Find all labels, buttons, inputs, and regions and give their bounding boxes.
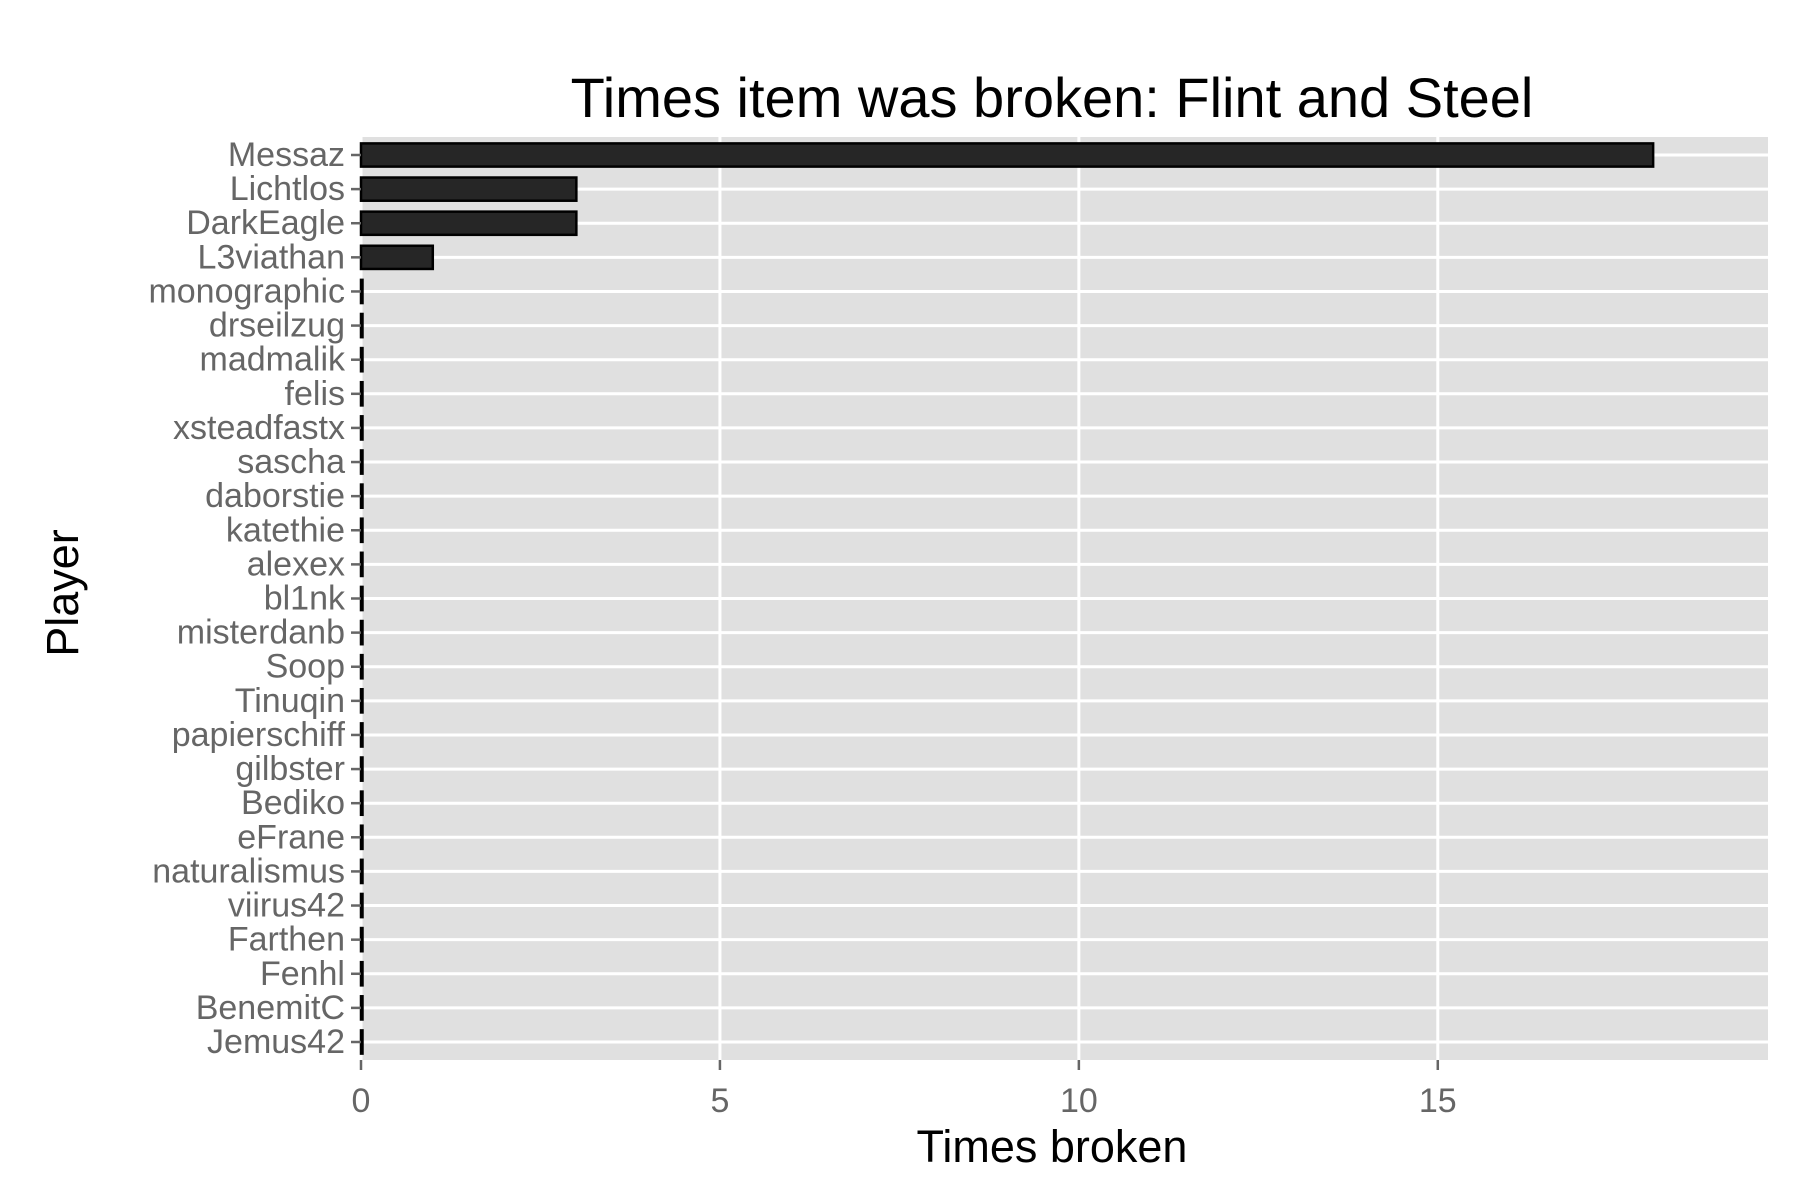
y-tick-label: alexex bbox=[247, 545, 345, 583]
y-tick-label: daborstie bbox=[205, 477, 345, 515]
bar bbox=[359, 380, 364, 407]
y-tick-label: gilbster bbox=[235, 750, 345, 788]
bar bbox=[359, 312, 364, 339]
y-tick-label: Lichtlos bbox=[230, 170, 345, 208]
bar bbox=[359, 926, 364, 953]
bar bbox=[359, 244, 435, 271]
bar bbox=[359, 995, 364, 1021]
bar bbox=[359, 278, 364, 305]
bar bbox=[359, 517, 364, 544]
y-tick-label: drseilzug bbox=[209, 307, 345, 345]
x-axis: 0 5 10 15 bbox=[352, 1060, 1457, 1120]
y-axis-title: Player bbox=[37, 529, 88, 657]
bar bbox=[359, 415, 364, 441]
bar bbox=[359, 790, 364, 817]
bar bbox=[359, 619, 364, 646]
y-tick-label: Fenhl bbox=[260, 955, 345, 993]
y-tick-label: L3viathan bbox=[198, 238, 345, 276]
bar bbox=[359, 824, 364, 851]
bar bbox=[359, 653, 364, 680]
y-tick-label: xsteadfastx bbox=[173, 409, 345, 447]
y-tick-label: Farthen bbox=[228, 921, 345, 959]
bar bbox=[359, 687, 364, 714]
bar bbox=[359, 585, 364, 612]
y-tick-label: viirus42 bbox=[228, 887, 345, 925]
x-tick-label: 15 bbox=[1419, 1082, 1457, 1120]
y-tick-label: BenemitC bbox=[196, 989, 345, 1027]
x-tick-label: 0 bbox=[352, 1082, 371, 1120]
bar bbox=[359, 483, 364, 510]
bar bbox=[359, 346, 364, 373]
y-tick-label: Bediko bbox=[241, 784, 345, 822]
bar bbox=[359, 176, 578, 202]
bar bbox=[359, 1029, 364, 1055]
y-tick-label: Soop bbox=[266, 648, 345, 686]
x-axis-title: Times broken bbox=[917, 1121, 1188, 1172]
y-tick-label: naturalismus bbox=[152, 852, 345, 890]
bar bbox=[359, 210, 578, 237]
x-tick-label: 10 bbox=[1060, 1082, 1098, 1120]
bar bbox=[359, 449, 364, 475]
y-tick-label: madmalik bbox=[200, 341, 346, 379]
bar bbox=[359, 892, 364, 919]
y-tick-label: katethie bbox=[226, 511, 345, 549]
bar bbox=[359, 858, 364, 885]
bar bbox=[359, 551, 364, 578]
y-tick-label: monographic bbox=[148, 272, 345, 310]
y-tick-label: Tinuqin bbox=[235, 682, 345, 720]
y-tick-label: bl1nk bbox=[264, 580, 346, 618]
y-tick-label: eFrane bbox=[237, 818, 345, 856]
chart-title: Times item was broken: Flint and Steel bbox=[571, 66, 1534, 129]
y-axis: MessazLichtlosDarkEagleL3viathanmonograp… bbox=[148, 136, 361, 1061]
y-tick-label: Jemus42 bbox=[207, 1023, 345, 1061]
y-tick-label: papierschiff bbox=[172, 716, 346, 754]
bar bbox=[359, 722, 364, 748]
bar bbox=[359, 142, 1655, 168]
y-tick-label: DarkEagle bbox=[186, 204, 345, 242]
y-tick-label: felis bbox=[285, 375, 345, 413]
y-tick-label: Messaz bbox=[228, 136, 345, 174]
grid-lines bbox=[359, 137, 1768, 1060]
bar bbox=[359, 960, 364, 987]
x-tick-label: 5 bbox=[710, 1082, 729, 1120]
y-tick-label: misterdanb bbox=[177, 614, 345, 652]
bar bbox=[359, 756, 364, 782]
y-tick-label: sascha bbox=[237, 443, 345, 481]
